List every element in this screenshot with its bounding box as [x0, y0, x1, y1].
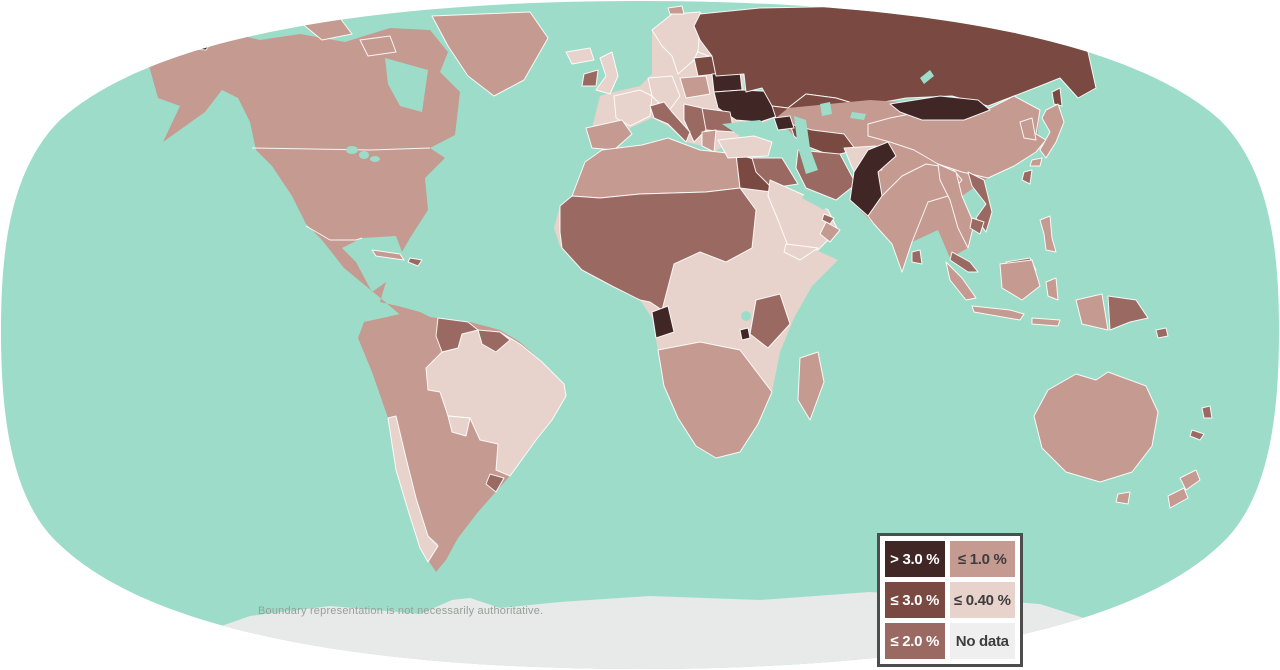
region-north-america	[148, 28, 460, 330]
aral-sea	[820, 102, 832, 116]
region-cambodia	[969, 217, 985, 235]
region-taiwan	[1021, 169, 1033, 185]
border-us-canada	[251, 147, 431, 151]
region-japan	[1039, 103, 1065, 159]
region-malaysia	[949, 251, 979, 273]
region-cuba	[371, 249, 405, 261]
region-philippines	[1039, 215, 1057, 253]
region-italy	[649, 101, 691, 143]
region-mongolia	[889, 95, 991, 121]
region-arctic-islands	[359, 35, 397, 57]
legend-cell-no-data: No data	[949, 623, 1015, 659]
region-lesser-sundas	[1031, 317, 1061, 327]
region-sumatra	[945, 261, 977, 301]
region-burundi	[739, 327, 751, 341]
boundary-disclaimer: Boundary representation is not necessari…	[258, 605, 544, 617]
region-paraguay	[447, 415, 471, 437]
region-madagascar	[797, 351, 825, 421]
region-solomon-islands	[1155, 327, 1169, 339]
region-iceland	[565, 47, 595, 65]
region-korea	[1019, 117, 1037, 141]
region-new-guinea-west	[1075, 293, 1109, 331]
hudson-bay	[385, 58, 428, 112]
region-brazil	[425, 329, 567, 477]
region-uruguay	[485, 473, 505, 493]
water-layer	[346, 58, 934, 321]
great-lakes	[359, 151, 369, 159]
region-southern-africa	[657, 341, 773, 459]
great-lakes	[346, 146, 358, 154]
region-hispaniola	[407, 257, 423, 267]
black-sea	[722, 120, 772, 136]
region-uae	[821, 213, 835, 225]
region-turkey	[717, 135, 773, 159]
region-france	[613, 89, 653, 127]
region-myanmar-thailand	[937, 163, 975, 249]
caspian-sea	[794, 116, 818, 174]
region-balkans	[683, 103, 707, 143]
region-new-caledonia	[1189, 429, 1205, 441]
lake-balkhash	[850, 112, 866, 120]
region-new-zealand-north	[1179, 469, 1201, 491]
region-united-kingdom	[595, 51, 619, 95]
region-venezuela	[435, 317, 479, 353]
legend-cell-leq-2-0: ≤ 2.0 %	[885, 623, 945, 659]
region-iberia	[585, 119, 633, 151]
lake-baikal	[920, 70, 934, 84]
region-japan-south	[1029, 157, 1043, 167]
legend-cell-gt-3-0: > 3.0 %	[885, 541, 945, 577]
legend-cell-leq-0-40: ≤ 0.40 %	[949, 582, 1015, 618]
region-poland	[679, 75, 711, 99]
region-sahel-west-africa	[559, 187, 757, 311]
region-syria-iraq	[751, 157, 799, 189]
region-gabon	[651, 305, 675, 339]
region-chile	[387, 415, 439, 563]
persian-gulf	[802, 192, 830, 210]
region-java	[971, 305, 1025, 321]
region-borneo	[999, 259, 1041, 301]
region-greenland	[431, 11, 549, 97]
land-layer	[148, 5, 1213, 572]
region-east-africa	[749, 293, 791, 349]
region-papua-new-guinea	[1107, 295, 1149, 331]
region-guyanas	[477, 329, 511, 353]
border-us-mexico	[305, 225, 363, 241]
lake-victoria	[741, 311, 751, 321]
region-ireland	[581, 69, 599, 87]
legend-cell-leq-3-0: ≤ 3.0 %	[885, 582, 945, 618]
legend-cell-leq-1-0: ≤ 1.0 %	[949, 541, 1015, 577]
great-lakes	[370, 156, 380, 162]
region-australia	[1033, 371, 1159, 483]
region-new-zealand-south	[1167, 487, 1189, 509]
map-legend: > 3.0 % ≤ 3.0 % ≤ 2.0 % ≤ 1.0 % ≤ 0.40 %…	[877, 533, 1023, 667]
region-central-europe	[647, 75, 681, 113]
region-sakhalin	[1051, 87, 1063, 107]
region-sulawesi	[1045, 277, 1059, 301]
region-tasmania	[1115, 491, 1131, 505]
region-yemen	[783, 243, 819, 261]
region-vanuatu	[1201, 405, 1213, 419]
region-svalbard	[667, 5, 685, 15]
region-oman	[819, 221, 841, 243]
region-caucasus	[773, 115, 795, 131]
region-sri-lanka	[911, 249, 923, 265]
